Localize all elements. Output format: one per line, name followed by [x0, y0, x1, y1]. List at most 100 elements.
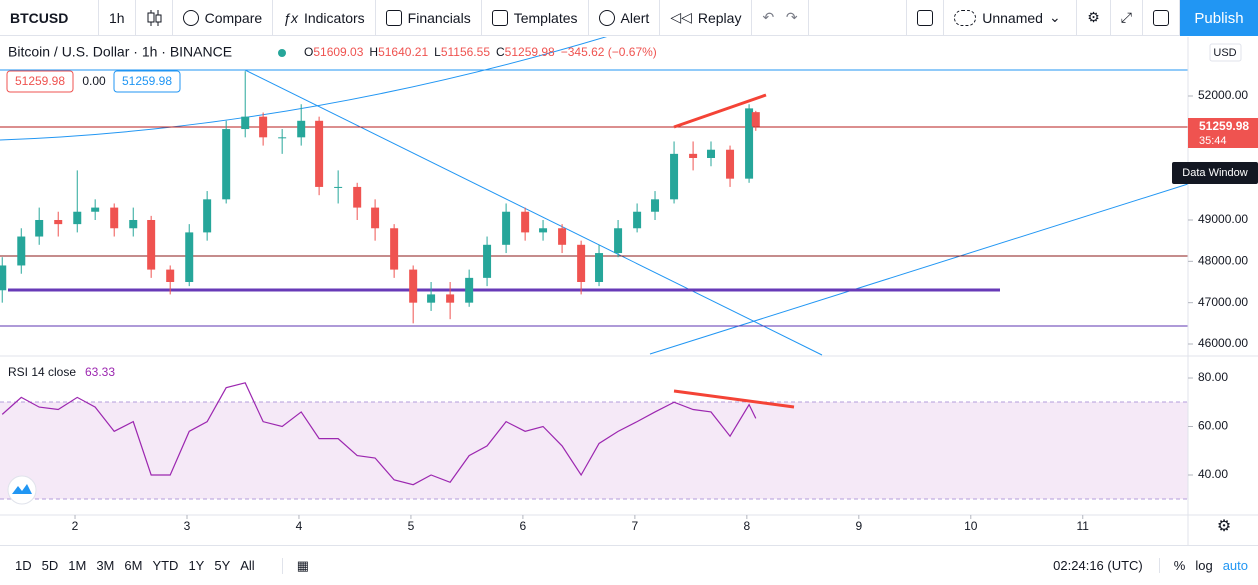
candle-body: [633, 211, 642, 229]
candle-body: [558, 228, 567, 245]
candle-body: [427, 294, 436, 303]
candle-body: [707, 149, 716, 158]
label: Unnamed: [982, 9, 1043, 26]
icon: [491, 9, 508, 26]
y-tick-label: 48000.00: [1198, 254, 1248, 268]
countdown: 35:44: [1199, 135, 1227, 147]
undo-redo[interactable]: ↶ ↷: [752, 0, 809, 36]
value: 51609.03: [313, 45, 363, 59]
label: O: [304, 45, 313, 59]
auto-toggle[interactable]: auto: [1222, 558, 1248, 573]
candle-body: [745, 108, 754, 179]
rsi-line: [1, 382, 757, 486]
ohlc-legend: O51609.03 H51640.21 L51156.55 C51259.98 −345…: [304, 45, 657, 59]
x-tick-label: 11: [1077, 519, 1090, 533]
layout-name[interactable]: Unnamed ⌄: [944, 0, 1078, 36]
label: Financials: [407, 9, 471, 26]
range-buttons: 1D 5D 1M 3M 6M YTD 1Y 5Y All: [0, 558, 260, 573]
range-button[interactable]: 6M: [124, 558, 143, 573]
candle-body: [203, 199, 212, 233]
icon: ƒx: [283, 9, 298, 26]
log-toggle[interactable]: log: [1195, 558, 1213, 573]
range-button[interactable]: All: [240, 558, 255, 573]
candle-body: [595, 253, 604, 283]
candle-body: [259, 116, 268, 138]
x-tick-label: 4: [296, 519, 303, 533]
x-tick-label: 3: [184, 519, 191, 533]
range-button[interactable]: 1M: [68, 558, 87, 573]
candle-body: [371, 207, 380, 229]
percent-toggle[interactable]: %: [1173, 558, 1186, 573]
divergence-line: [673, 93, 767, 129]
label: Indicators: [303, 9, 365, 26]
buy-box[interactable]: [113, 70, 181, 93]
icon: [182, 9, 199, 26]
candle-body: [353, 186, 362, 208]
indicators[interactable]: ƒx Indicators: [273, 0, 376, 36]
candle-body: [0, 265, 7, 291]
value: 51640.21: [378, 45, 428, 59]
candle-body: [129, 219, 138, 229]
label: Alert: [620, 9, 650, 26]
range-button[interactable]: 1Y: [188, 558, 205, 573]
goto-date[interactable]: ▦: [281, 557, 314, 574]
fullscreen[interactable]: ⤢: [1111, 0, 1143, 36]
value: 51259.98: [505, 45, 555, 59]
candle-body: [670, 153, 679, 200]
range-button[interactable]: 3M: [96, 558, 115, 573]
range-button[interactable]: 1D: [15, 558, 32, 573]
candle-body: [278, 137, 287, 139]
sell-price: 51259.98: [15, 74, 65, 88]
candle-body: [751, 112, 760, 127]
price-tag-value: 51259.98: [1199, 119, 1249, 133]
y-tick-label: 80.00: [1198, 370, 1228, 384]
x-tick-label: 6: [520, 519, 527, 533]
change: −345.62 (−0.67%): [561, 45, 657, 59]
range-button[interactable]: 5D: [41, 558, 59, 573]
logo[interactable]: [7, 475, 37, 505]
alert[interactable]: Alert: [589, 0, 661, 36]
candle-body: [73, 211, 82, 225]
candle-body: [297, 120, 306, 138]
bottom-toolbar: 1D 5D 1M 3M 6M YTD 1Y 5Y All ▦ 02:24:16 (UTC) % …: [0, 545, 1258, 585]
icon: [917, 9, 934, 26]
candle-body: [241, 116, 250, 130]
x-tick-label: 8: [743, 519, 750, 533]
candle-body: [651, 199, 660, 212]
sell-box[interactable]: [6, 70, 74, 93]
candle-body: [91, 207, 100, 212]
symbol[interactable]: BTCUSD: [0, 0, 99, 36]
replay[interactable]: ◁◁ Replay: [660, 0, 753, 36]
candle-body: [147, 219, 156, 270]
chart-style[interactable]: [136, 0, 173, 36]
logo-icon: [12, 484, 32, 494]
financials[interactable]: Financials: [376, 0, 482, 36]
settings[interactable]: ⚙: [1077, 0, 1111, 36]
candle-body: [54, 219, 63, 225]
clock[interactable]: 02:24:16 (UTC): [1048, 558, 1160, 573]
range-button[interactable]: YTD: [152, 558, 179, 573]
data-window-button[interactable]: [1172, 162, 1258, 184]
rsi-value: 63.33: [85, 365, 115, 379]
candle-body: [577, 244, 586, 283]
candle-body: [465, 277, 474, 303]
snapshot[interactable]: [1143, 0, 1180, 36]
compare[interactable]: Compare: [173, 0, 274, 36]
templates[interactable]: Templates: [482, 0, 589, 36]
symbol-title: Bitcoin / U.S. Dollar · 1h · BINANCE: [8, 44, 232, 60]
candle-body: [726, 149, 735, 179]
x-tick-label: 7: [632, 519, 639, 533]
candle-body: [315, 120, 324, 187]
y-tick-label: 60.00: [1198, 419, 1228, 433]
range-button[interactable]: 5Y: [214, 558, 231, 573]
price-tag: [1188, 118, 1258, 148]
layout-toggle[interactable]: [906, 0, 945, 36]
chart: 46000.0047000.0048000.0049000.0050000.00…: [0, 37, 1258, 545]
candle-body: [17, 236, 26, 266]
axis-settings[interactable]: ⚙: [1217, 518, 1231, 535]
divergence-line: [673, 389, 795, 409]
candle-body: [35, 219, 44, 237]
interval[interactable]: 1h: [99, 0, 136, 36]
currency-box[interactable]: [1209, 43, 1242, 62]
publish-button[interactable]: Publish: [1180, 0, 1258, 36]
